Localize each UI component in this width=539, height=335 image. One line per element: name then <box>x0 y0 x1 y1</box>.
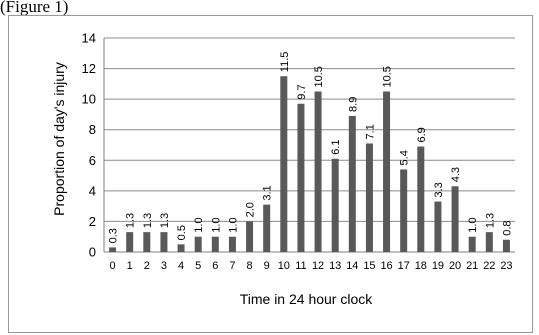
data-label: 10.5 <box>382 66 394 87</box>
x-tick-label: 13 <box>329 260 341 272</box>
x-tick-label: 6 <box>212 260 218 272</box>
x-tick-label: 4 <box>178 260 184 272</box>
y-tick-label: 8 <box>89 122 96 137</box>
figure-caption: (Figure 1) <box>0 0 69 16</box>
bar <box>383 91 391 252</box>
data-label: 3.3 <box>433 182 445 197</box>
data-label: 11.5 <box>279 52 291 73</box>
x-tick-label: 15 <box>363 260 375 272</box>
bar <box>314 91 322 252</box>
x-tick-label: 12 <box>312 260 324 272</box>
data-label: 1.0 <box>227 217 239 232</box>
data-label: 1.3 <box>484 213 496 228</box>
x-tick-label: 9 <box>264 260 270 272</box>
x-tick-label: 14 <box>346 260 358 272</box>
data-label: 1.3 <box>125 213 137 228</box>
x-tick-labels: 0 1 2 3 4 5 6 7 8 9 10 11 12 13 14 15 16 17 18 19 20 21 22 23 <box>110 260 513 272</box>
chart-frame <box>8 15 533 333</box>
data-label: 9.7 <box>296 84 308 99</box>
bar <box>297 103 305 252</box>
x-tick-label: 22 <box>483 260 495 272</box>
bar <box>434 201 442 252</box>
bar <box>348 115 356 252</box>
x-tick-label: 0 <box>110 260 116 272</box>
bar <box>331 158 339 252</box>
data-label: 0.8 <box>501 220 513 235</box>
y-tick-label: 0 <box>89 245 96 260</box>
data-label: 0.5 <box>176 225 188 240</box>
data-label: 6.1 <box>330 139 342 154</box>
bars <box>109 76 510 252</box>
y-tick-label: 2 <box>89 214 96 229</box>
data-label: 1.3 <box>142 213 154 228</box>
data-label: 1.3 <box>159 213 171 228</box>
data-label: 7.1 <box>364 124 376 139</box>
data-label: 2.0 <box>245 202 257 217</box>
x-tick-label: 18 <box>415 260 427 272</box>
bar <box>485 232 493 252</box>
bar <box>365 143 373 252</box>
y-tick-label: 10 <box>82 92 96 107</box>
x-tick-label: 2 <box>144 260 150 272</box>
y-tick-labels: 0 2 4 6 8 10 12 14 <box>82 31 96 260</box>
data-label: 10.5 <box>313 66 325 87</box>
bar <box>143 232 151 252</box>
x-tick-label: 19 <box>432 260 444 272</box>
y-tick-label: 12 <box>82 61 96 76</box>
bar <box>126 232 134 252</box>
bar <box>160 232 168 252</box>
bar <box>246 221 254 252</box>
data-label: 6.9 <box>416 127 428 142</box>
bar <box>280 76 288 252</box>
x-tick-label: 21 <box>466 260 478 272</box>
data-label: 8.9 <box>347 97 359 112</box>
x-tick-label: 20 <box>449 260 461 272</box>
x-tick-label: 5 <box>195 260 201 272</box>
x-tick-label: 23 <box>500 260 512 272</box>
bar <box>109 247 117 252</box>
bar <box>502 239 510 252</box>
y-tick-label: 6 <box>89 153 96 168</box>
gridlines <box>103 37 515 253</box>
bar <box>211 236 219 252</box>
y-tick-label: 4 <box>89 183 96 198</box>
bar <box>228 236 236 252</box>
x-tick-label: 16 <box>380 260 392 272</box>
y-axis-label: Proportion of day's injury <box>51 62 67 216</box>
data-labels: 0.3 1.3 1.3 1.3 0.5 1.0 1.0 1.0 2.0 3.1 11.5 9.7 10.… <box>108 52 514 244</box>
x-tick-label: 10 <box>278 260 290 272</box>
bar <box>263 204 271 252</box>
x-tick-label: 8 <box>247 260 253 272</box>
data-label: 4.3 <box>450 167 462 182</box>
y-tick-label: 14 <box>82 31 96 46</box>
bar <box>468 236 476 252</box>
x-tick-label: 17 <box>398 260 410 272</box>
data-label: 0.3 <box>108 228 120 243</box>
data-label: 1.0 <box>467 217 479 232</box>
x-tick-label: 7 <box>229 260 235 272</box>
x-tick-label: 11 <box>295 260 306 272</box>
bar <box>451 186 459 252</box>
data-label: 3.1 <box>262 185 274 200</box>
bar <box>177 244 185 252</box>
bar <box>417 146 425 252</box>
x-axis-label: Time in 24 hour clock <box>240 291 374 307</box>
bar <box>400 169 408 252</box>
x-tick-label: 1 <box>127 260 133 272</box>
x-tick-label: 3 <box>161 260 167 272</box>
bar <box>194 236 202 252</box>
data-label: 1.0 <box>193 217 205 232</box>
data-label: 5.4 <box>399 150 411 165</box>
data-label: 1.0 <box>210 217 222 232</box>
